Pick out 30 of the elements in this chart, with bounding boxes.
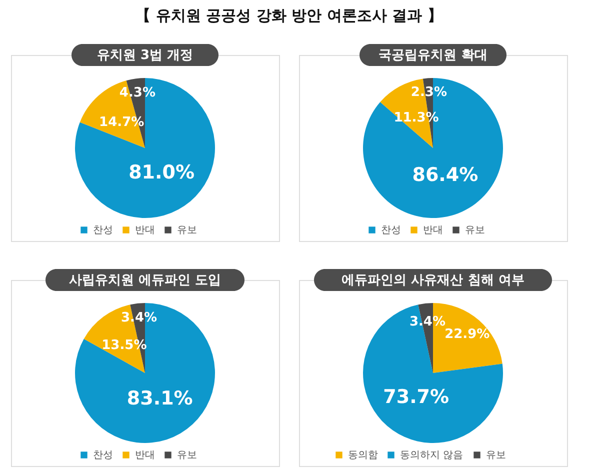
legend-label: 반대 [135, 450, 155, 461]
legend-label: 유보 [465, 225, 485, 236]
data-label: 4.3% [119, 86, 156, 101]
data-label: 83.1% [126, 387, 193, 410]
legend-label: 동의함 [348, 450, 378, 461]
legend-label: 찬성 [93, 450, 113, 461]
text: 【 유치원 공공성 강화 방안 여론조사 결과 】 [136, 6, 442, 24]
data-label: 81.0% [128, 161, 194, 184]
pie-slice [75, 78, 215, 218]
pie-slice [75, 303, 215, 443]
legend-label: 찬성 [381, 225, 401, 236]
data-label: 86.4% [412, 164, 478, 186]
chart-title: 국공립유치원 확대 [378, 48, 488, 63]
data-label: 73.7% [383, 386, 450, 408]
pie-slice [363, 304, 503, 443]
chart-title: 사립유치원 에듀파인 도입 [68, 273, 222, 288]
data-label: 22.9% [444, 327, 490, 342]
chart-title: 유치원 3법 개정 [96, 48, 194, 63]
data-label: 3.4% [121, 310, 158, 326]
pie-slice [363, 78, 503, 218]
legend-label: 찬성 [93, 225, 113, 236]
chart-title: 에듀파인의 사유재산 침해 여부 [342, 273, 524, 288]
legend-label: 유보 [177, 450, 197, 461]
legend-label: 유보 [486, 450, 506, 461]
legend-label: 반대 [423, 225, 443, 236]
legend-label: 유보 [177, 225, 197, 236]
legend-label: 반대 [135, 225, 155, 236]
legend-label: 동의하지 않음 [400, 450, 464, 461]
data-label: 2.3% [410, 85, 447, 100]
data-label: 3.4% [409, 314, 446, 330]
